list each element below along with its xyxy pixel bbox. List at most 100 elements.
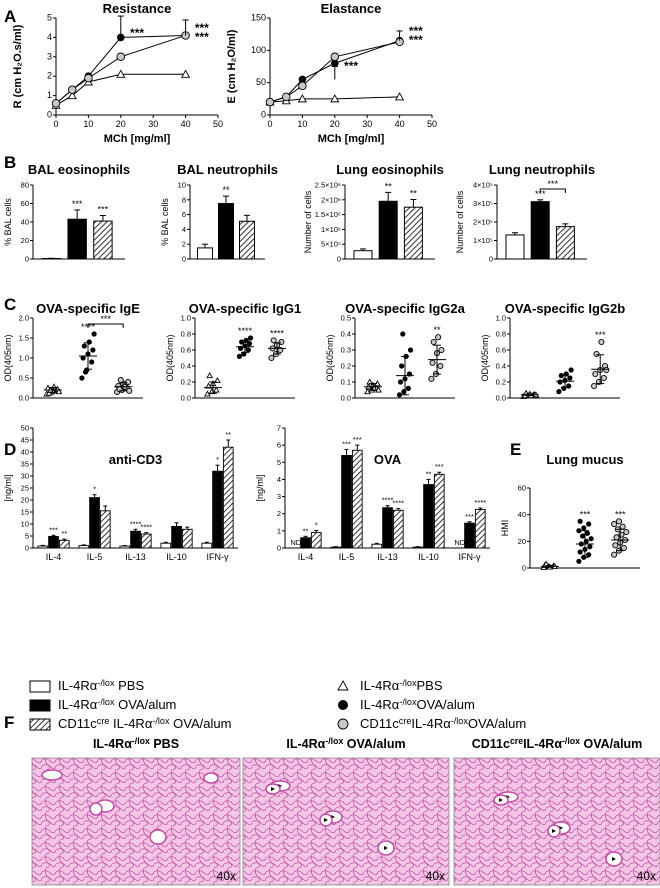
data-point xyxy=(438,346,445,354)
bar xyxy=(67,218,87,260)
y-tick-label: 2 xyxy=(182,240,186,249)
data-point xyxy=(243,337,249,343)
y-tick-label: 0.8 xyxy=(181,330,191,339)
significance-label: ** xyxy=(61,529,67,538)
data-point xyxy=(116,69,126,78)
y-tick-label: 0.0 xyxy=(496,394,506,403)
significance-label: *** xyxy=(195,21,209,35)
bar xyxy=(353,250,373,260)
x-tick-label: 30 xyxy=(148,119,158,129)
chart-title: OVA-specific IgG2a xyxy=(345,301,465,316)
bar xyxy=(392,509,404,549)
x-tick-label: 0 xyxy=(53,119,58,129)
histology-title-sup: -/lox xyxy=(132,736,150,746)
bar xyxy=(171,525,182,549)
legend-label-marker-post: PBS xyxy=(417,678,443,693)
data-point xyxy=(270,337,277,344)
histology-title-pre2: IL-4Rα xyxy=(523,737,562,751)
bar xyxy=(555,226,575,260)
y-axis-label: % BAL cells xyxy=(3,198,13,246)
x-tick-label: 10 xyxy=(83,119,93,129)
histology-title: CD11ccreIL-4Rα-/lox OVA/alum xyxy=(472,736,643,751)
y-axis-label: % BAL cells xyxy=(160,198,170,246)
y-tick-label: 4 xyxy=(182,225,186,234)
chart-A1: 0 1 2 3 4 5 Resistance R (cm H₂O.s/ml) 0 10 20 30 40… xyxy=(12,1,223,145)
legend-label-bar-post: OVA/alum xyxy=(170,716,232,731)
legend-label-bar-sup: cre xyxy=(97,716,110,726)
bar xyxy=(310,532,322,549)
legend-label-marker: IL-4Rα-/loxPBS xyxy=(360,678,443,693)
data-point xyxy=(395,92,405,101)
y-tick-label: 7 xyxy=(277,424,281,433)
x-category-label: IL-13 xyxy=(377,552,398,562)
data-point xyxy=(86,339,92,345)
nd-label: ND xyxy=(290,538,301,547)
data-point xyxy=(583,538,589,544)
histology-title-sup: cre xyxy=(510,736,523,746)
data-point xyxy=(567,375,573,381)
x-tick-label: 40 xyxy=(395,119,405,129)
data-point xyxy=(428,375,435,382)
y-tick-label: 2 xyxy=(47,71,52,81)
bar xyxy=(474,508,486,549)
chart-title: Lung eosinophils xyxy=(336,162,444,177)
y-axis-label: OD(405nm) xyxy=(325,334,335,381)
data-point xyxy=(611,520,618,528)
y-tick-label: 0.2 xyxy=(181,378,191,387)
bracket-label: *** xyxy=(100,314,111,324)
data-point xyxy=(338,700,348,710)
y-tick-label: 40 xyxy=(518,510,526,519)
data-point xyxy=(212,386,220,393)
y-tick-label: 1 xyxy=(277,526,281,535)
arrowhead-icon xyxy=(384,846,388,850)
data-point xyxy=(247,335,254,341)
y-tick-label: 2 xyxy=(277,509,281,518)
y-tick-label: 1.0 xyxy=(19,354,29,363)
bar xyxy=(530,201,550,260)
bar xyxy=(160,542,172,549)
legend-label-marker-pre: CD11c xyxy=(360,716,399,731)
histology-title-post: PBS xyxy=(150,737,179,751)
y-tick-label: 6 xyxy=(277,441,281,450)
bar xyxy=(197,247,213,260)
bracket-label: *** xyxy=(548,179,559,189)
arrowhead-icon xyxy=(499,798,503,802)
legend-swatch xyxy=(29,680,51,693)
legend-label-bar-sup2: -/lox xyxy=(152,716,170,726)
chart-title: OVA-specific IgG2b xyxy=(505,301,625,316)
legend-label-marker-sup: -/lox xyxy=(399,697,417,707)
y-tick-label: 0.6 xyxy=(181,346,191,355)
y-tick-label: 5 xyxy=(25,532,29,541)
chart-title: Lung mucus xyxy=(546,452,623,467)
comparison-bracket xyxy=(539,188,566,193)
data-point xyxy=(337,718,349,730)
significance-label: *** xyxy=(342,439,351,448)
bar xyxy=(222,446,234,549)
arrowhead-icon xyxy=(552,829,556,833)
y-tick-label: 5×10⁵ xyxy=(321,240,341,249)
histology-title-pre: IL-4Rα xyxy=(286,737,325,751)
y-tick-label: 20 xyxy=(21,496,29,505)
legend-swatch xyxy=(29,699,51,712)
panel-letter-E: E xyxy=(510,440,521,459)
comparison-bracket xyxy=(87,323,124,328)
chart-B4: 0 1×10⁵ 2×10⁵ 3×10⁵ 4×10⁵ Lung neutrophils Num… xyxy=(455,162,595,264)
panel-letter-B: B xyxy=(4,153,16,172)
bar xyxy=(351,449,363,549)
significance-label: *** xyxy=(72,199,83,209)
y-tick-label: 1.5 xyxy=(19,334,29,343)
significance-label: **** xyxy=(392,499,404,508)
data-point xyxy=(593,350,600,358)
data-point xyxy=(437,362,444,370)
chart-C1: 0.0 0.5 1.0 1.5 2.0 OVA-specific IgE OD(405nm)… xyxy=(3,301,143,403)
x-tick-label: 40 xyxy=(181,119,191,129)
chart-B1: 0 20 40 60 80 BAL eosinophils % BAL cells *** **… xyxy=(3,162,130,264)
x-category-label: IL-10 xyxy=(166,552,187,562)
data-point xyxy=(90,347,96,353)
data-point xyxy=(620,544,627,552)
data-point xyxy=(281,92,291,102)
significance-label: ** xyxy=(222,185,230,195)
data-point xyxy=(214,376,221,383)
bar xyxy=(378,200,398,260)
